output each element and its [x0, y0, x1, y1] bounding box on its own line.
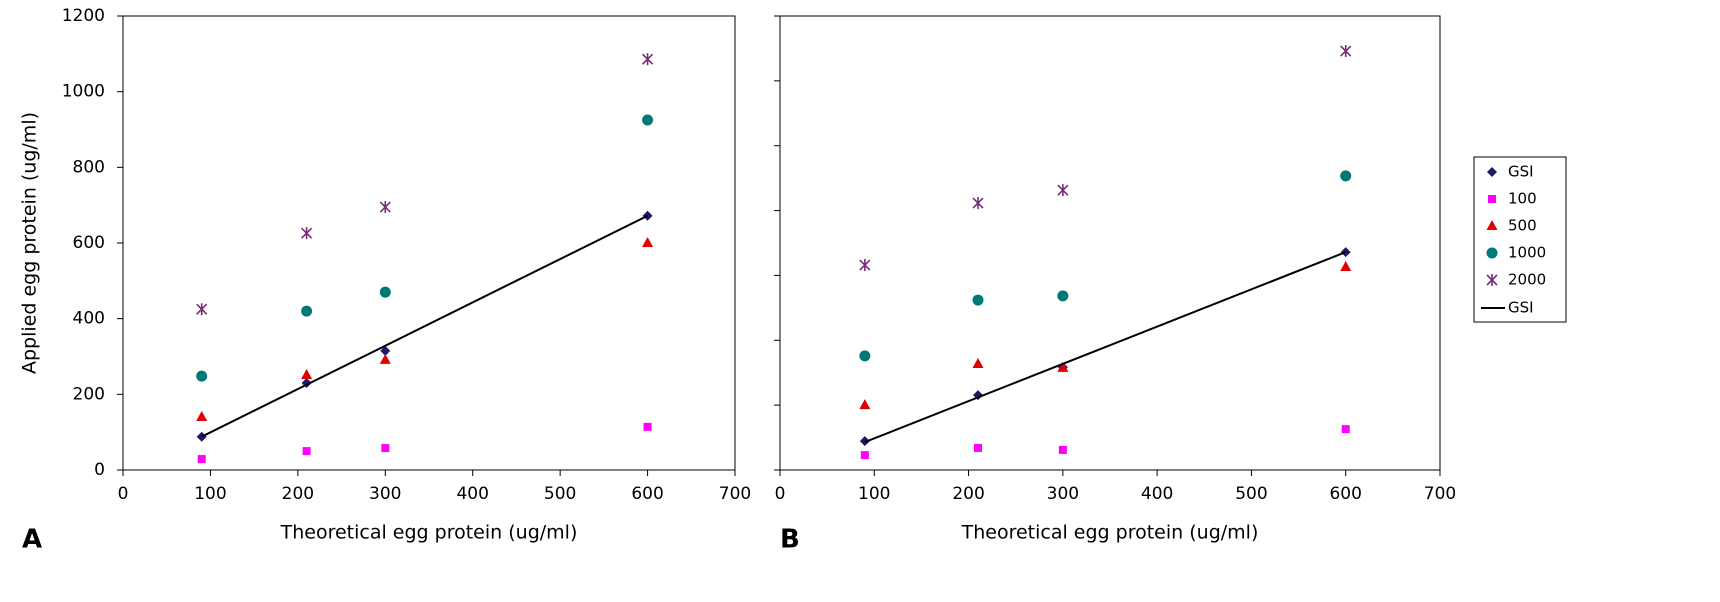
data-point [642, 114, 654, 126]
legend-label: 500 [1508, 217, 1537, 235]
data-point [860, 451, 869, 460]
x-axis-title: Theoretical egg protein (ug/ml) [961, 522, 1259, 544]
y-tick-label: 600 [73, 233, 105, 253]
data-point [972, 197, 984, 210]
legend-label: 100 [1508, 190, 1537, 208]
y-tick-label: 200 [73, 384, 105, 404]
data-point [974, 443, 982, 452]
data-point [1340, 247, 1351, 258]
x-tick-label: 700 [719, 484, 751, 504]
data-point [1057, 290, 1069, 302]
data-point [642, 53, 654, 66]
data-point [643, 422, 652, 431]
data-point [1057, 184, 1069, 197]
data-point [379, 201, 391, 214]
x-tick-label: 600 [631, 484, 663, 504]
x-tick-label: 300 [369, 484, 401, 504]
x-tick-label: 600 [1329, 484, 1361, 504]
y-tick-label: 800 [73, 157, 105, 177]
x-axis-title: Theoretical egg protein (ug/ml) [280, 522, 578, 544]
x-tick-label: 400 [1141, 484, 1173, 504]
data-point [381, 444, 390, 453]
data-point [859, 350, 871, 362]
data-point [642, 237, 654, 247]
data-point [972, 294, 984, 306]
y-axis-title: Applied egg protein (ug/ml) [19, 112, 41, 374]
data-point [379, 353, 391, 364]
x-tick-label: 500 [1235, 484, 1267, 504]
data-point [301, 227, 313, 240]
trend-line [864, 251, 1347, 444]
legend-swatch [1487, 167, 1497, 177]
x-tick-label: 700 [1424, 484, 1456, 504]
data-point [302, 447, 311, 456]
y-tick-label: 0 [94, 460, 105, 480]
legend-swatch [1486, 247, 1498, 259]
data-point [196, 303, 208, 316]
plot-frame [779, 15, 1441, 471]
y-tick-label: 400 [73, 309, 105, 329]
data-point [859, 399, 871, 410]
legend-label: GSI [1508, 163, 1534, 181]
legend-swatch [1486, 220, 1498, 230]
data-point [1340, 45, 1352, 58]
data-point [1057, 361, 1069, 372]
data-point [1340, 260, 1352, 271]
legend-label: 1000 [1508, 244, 1546, 262]
legend-swatch [1486, 274, 1498, 286]
data-point [1058, 445, 1067, 454]
x-tick-label: 400 [456, 484, 488, 504]
data-point [1340, 170, 1352, 182]
x-tick-label: 300 [1047, 484, 1079, 504]
x-tick-label: 0 [775, 484, 786, 504]
x-tick-label: 200 [952, 484, 984, 504]
data-point [380, 345, 391, 356]
x-tick-label: 500 [544, 484, 576, 504]
legend-label: 2000 [1508, 271, 1546, 289]
data-point [197, 455, 206, 464]
legend-box [1473, 156, 1567, 323]
data-point [379, 286, 391, 298]
panel-label: A [22, 525, 42, 555]
x-tick-label: 200 [282, 484, 314, 504]
data-point [859, 259, 871, 272]
data-point [196, 411, 208, 422]
data-point [196, 370, 208, 382]
data-point [972, 357, 984, 368]
trend-line [201, 214, 649, 438]
legend-label: GSI [1508, 299, 1534, 317]
y-tick-label: 1200 [62, 6, 105, 26]
x-tick-label: 100 [858, 484, 890, 504]
data-point [301, 305, 313, 317]
x-tick-label: 100 [194, 484, 226, 504]
data-point [1341, 425, 1350, 434]
legend-swatch [1488, 195, 1496, 203]
panel-label: B [780, 525, 800, 555]
data-point [301, 369, 313, 380]
y-tick-label: 1000 [62, 82, 105, 102]
x-tick-label: 0 [118, 484, 129, 504]
plot-frame [122, 15, 736, 471]
